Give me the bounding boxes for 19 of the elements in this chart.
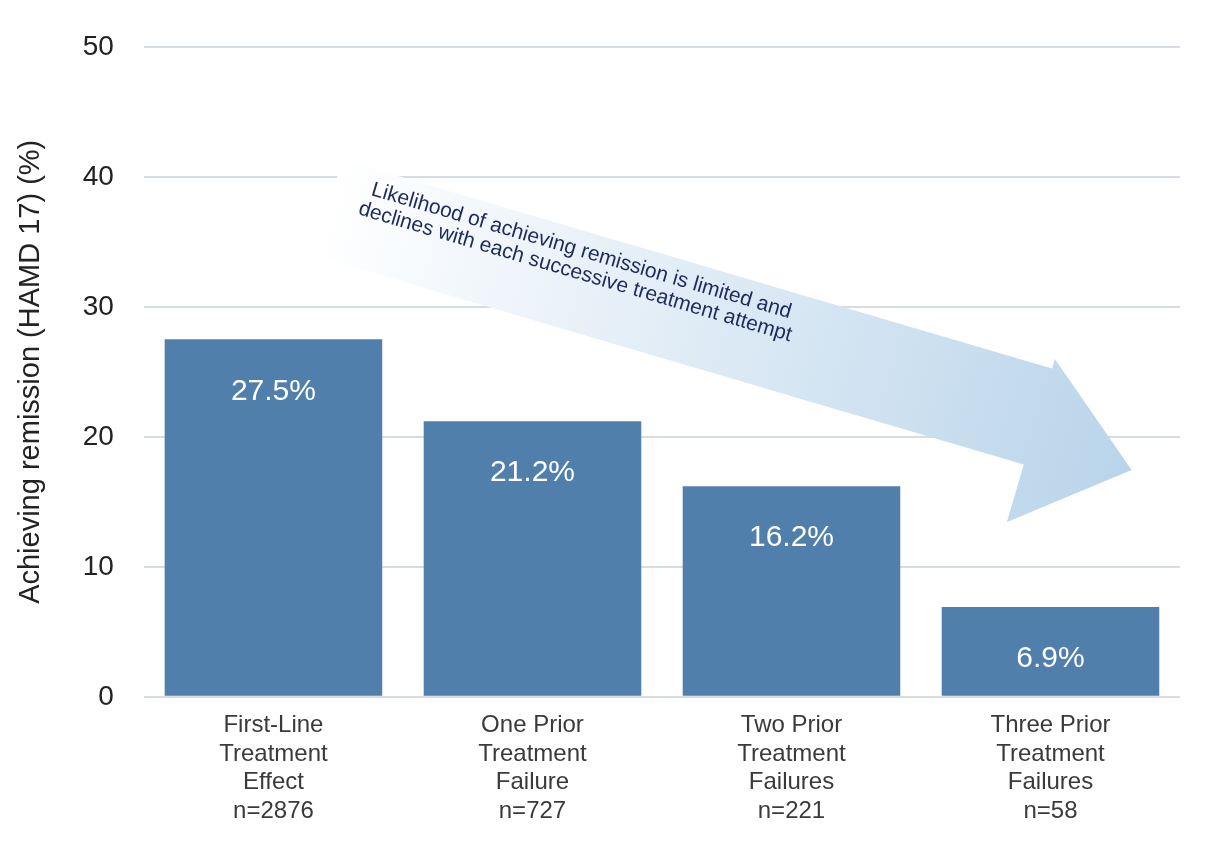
y-tick-label: 30 (82, 289, 114, 321)
data-label: 21.2% (489, 454, 575, 488)
x-tick-label: Three Prior Treatment Failures n=58 (990, 709, 1111, 824)
y-tick-label: 0 (98, 679, 114, 711)
y-tick-label: 20 (82, 419, 114, 451)
bar (682, 486, 901, 696)
data-label: 16.2% (748, 519, 835, 553)
bar (423, 421, 642, 696)
y-tick-label: 40 (82, 159, 114, 191)
y-tick-label: 50 (82, 29, 114, 61)
x-tick-label: Two Prior Treatment Failures n=221 (737, 709, 847, 824)
data-label: 27.5% (230, 372, 316, 406)
x-tick-label: One Prior Treatment Failure n=727 (478, 709, 588, 824)
y-axis-title: Achieving remission (HAMD 17) (%) (13, 139, 46, 604)
y-tick-label: 10 (82, 549, 114, 581)
bar (164, 339, 383, 696)
bar (941, 607, 1160, 696)
data-label: 6.9% (1016, 640, 1085, 674)
x-tick-label: First-Line Treatment Effect n=2876 (219, 709, 329, 824)
